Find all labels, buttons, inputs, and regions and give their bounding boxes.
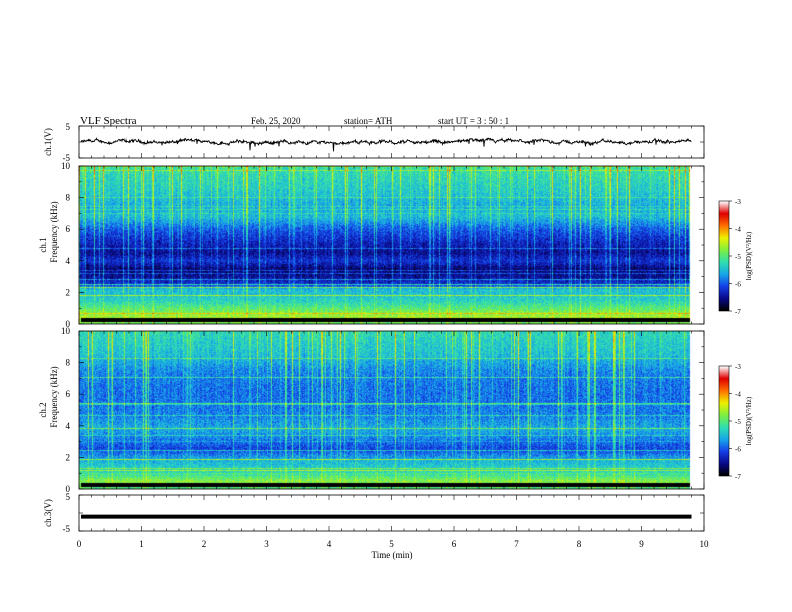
y-tick-label: 2 xyxy=(66,287,71,297)
x-tick-label: 4 xyxy=(327,539,332,549)
ch1-colorbar: -3 -4 -5 -6 -7 log(PSD)(V²/Hz) xyxy=(718,198,753,316)
y-tick-label: 4 xyxy=(66,421,71,431)
y-tick-label: 4 xyxy=(66,256,71,266)
y-tick-label: 10 xyxy=(61,161,71,171)
ch2-colorbar: -3 -4 -5 -6 -7 log(PSD)(V²/Hz) xyxy=(718,363,753,481)
x-tick-label: 6 xyxy=(452,539,457,549)
start-ut-label: start UT = 3 : 50 : 1 xyxy=(438,116,509,126)
ch1-ytick-bottom: -5 xyxy=(63,153,71,163)
ch1-spectrogram-panel: 0 2 4 6 8 10 ch.1 Frequency (kHz) xyxy=(38,161,705,329)
ch3-ytick-bottom: -5 xyxy=(63,524,71,534)
x-tick-label: 5 xyxy=(389,539,394,549)
ch2-colorbar-label: log(PSD)(V²/Hz) xyxy=(745,396,753,445)
station-label: station= ATH xyxy=(344,116,393,126)
ch1-spectrogram-label-channel: ch.1 xyxy=(38,237,48,252)
y-tick-label: 6 xyxy=(66,389,71,399)
ch2-spectrogram-heatmap xyxy=(79,331,693,489)
date-label: Feb. 25, 2020 xyxy=(251,116,301,126)
ch1-colorbar-label: log(PSD)(V²/Hz) xyxy=(745,231,753,280)
ch1-waveform-ylabel: ch.1(V) xyxy=(43,128,53,156)
y-tick-label: 6 xyxy=(66,224,71,234)
x-tick-label: 9 xyxy=(639,539,644,549)
ch1-waveform-trace xyxy=(80,137,692,152)
ch3-waveform-panel: 5 -5 ch.3(V) xyxy=(43,492,705,534)
x-tick-label: 0 xyxy=(77,539,82,549)
x-tick-label: 10 xyxy=(700,539,710,549)
ch1-waveform-panel: 5 -5 ch.1(V) xyxy=(43,122,705,163)
y-tick-label: 2 xyxy=(66,452,71,462)
colorbar-tick-label: -4 xyxy=(735,391,741,399)
y-tick-label: 0 xyxy=(66,319,71,329)
colorbar-tick-label: -4 xyxy=(735,226,741,234)
colorbar-tick-label: -3 xyxy=(735,363,741,371)
ch2-colorbar-gradient xyxy=(719,366,729,476)
colorbar-tick-label: -7 xyxy=(735,473,741,481)
figure-title: VLF Spectra xyxy=(80,115,137,127)
time-axis-label: Time (min) xyxy=(372,550,413,560)
y-tick-label: 0 xyxy=(66,484,71,494)
x-tick-label: 3 xyxy=(264,539,269,549)
ch2-spectrogram-panel: 0 2 4 6 8 10 ch.2 Frequency (kHz) xyxy=(38,326,705,494)
x-tick-label: 1 xyxy=(139,539,144,549)
ch3-ytick-top: 5 xyxy=(66,492,71,502)
ch1-colorbar-gradient xyxy=(719,201,729,311)
ch1-ytick-top: 5 xyxy=(66,122,71,132)
colorbar-tick-label: -3 xyxy=(735,198,741,206)
ch2-spectrogram-label-channel: ch.2 xyxy=(38,402,48,417)
colorbar-tick-label: -6 xyxy=(735,446,741,454)
ch2-spectrogram-ylabel: Frequency (kHz) xyxy=(49,366,59,427)
ch1-spectrogram-heatmap xyxy=(79,166,693,324)
colorbar-tick-label: -5 xyxy=(735,418,741,426)
y-tick-label: 10 xyxy=(61,326,71,336)
ch1-spectrogram-ylabel: Frequency (kHz) xyxy=(49,201,59,262)
time-axis: 0 1 2 3 4 5 6 7 8 9 10 xyxy=(77,126,709,549)
colorbar-tick-label: -7 xyxy=(735,308,741,316)
x-tick-label: 8 xyxy=(577,539,582,549)
y-tick-label: 8 xyxy=(66,358,71,368)
ch3-waveform-ylabel: ch.3(V) xyxy=(43,499,53,527)
y-tick-label: 8 xyxy=(66,193,71,203)
colorbar-tick-label: -6 xyxy=(735,281,741,289)
colorbar-tick-label: -5 xyxy=(735,253,741,261)
x-tick-label: 2 xyxy=(202,539,207,549)
x-tick-label: 7 xyxy=(514,539,519,549)
